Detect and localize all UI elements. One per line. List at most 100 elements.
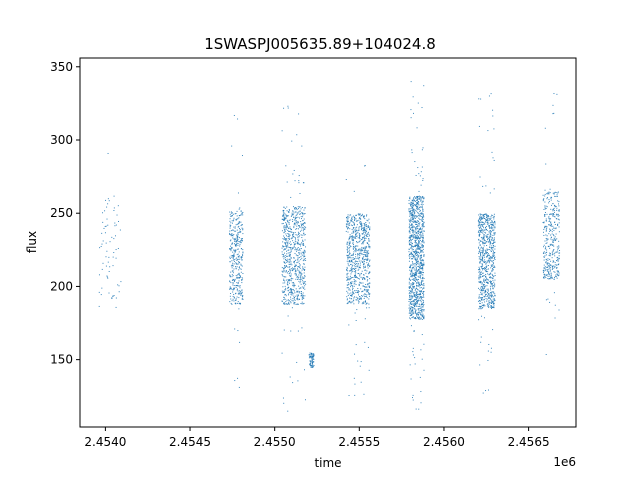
- data-point: [419, 271, 421, 273]
- data-point: [555, 276, 557, 278]
- data-point: [490, 93, 492, 95]
- data-point: [549, 252, 551, 254]
- data-point: [487, 271, 489, 273]
- data-point: [411, 288, 413, 290]
- data-point: [349, 301, 351, 303]
- data-point: [348, 243, 350, 245]
- data-point: [548, 218, 550, 220]
- data-point: [478, 242, 480, 244]
- data-point: [556, 195, 558, 197]
- data-point: [415, 215, 417, 217]
- data-point: [113, 252, 115, 254]
- data-point: [106, 275, 108, 277]
- data-point: [558, 219, 560, 221]
- data-point: [410, 264, 411, 266]
- data-point: [418, 173, 420, 175]
- data-point: [422, 203, 424, 205]
- data-point: [287, 294, 289, 296]
- data-point: [296, 243, 298, 245]
- data-point: [292, 234, 294, 236]
- data-point: [236, 223, 238, 225]
- data-point: [355, 256, 357, 258]
- data-point: [414, 308, 416, 310]
- data-point: [368, 226, 370, 228]
- data-point: [410, 203, 412, 205]
- data-point: [409, 257, 411, 259]
- data-point: [416, 262, 418, 264]
- data-point: [284, 242, 286, 244]
- data-point: [483, 236, 485, 238]
- data-point: [295, 275, 297, 277]
- data-point: [484, 305, 486, 307]
- data-point: [364, 215, 366, 217]
- data-point: [417, 255, 419, 257]
- data-point: [415, 206, 417, 208]
- data-point: [489, 227, 491, 229]
- data-point: [231, 212, 233, 214]
- data-point: [360, 276, 362, 278]
- data-point: [310, 365, 312, 367]
- data-point: [355, 231, 357, 233]
- data-point: [348, 244, 350, 246]
- data-point: [420, 262, 422, 264]
- data-point: [488, 219, 490, 221]
- data-point: [299, 272, 301, 273]
- data-point: [410, 274, 412, 276]
- data-point: [347, 247, 349, 249]
- data-point: [421, 267, 423, 269]
- data-point: [293, 303, 295, 305]
- data-point: [479, 364, 481, 366]
- data-point: [302, 294, 304, 296]
- data-point: [422, 210, 424, 212]
- data-point: [418, 234, 420, 236]
- data-point: [291, 247, 293, 249]
- data-point: [417, 297, 419, 299]
- data-point: [412, 211, 414, 213]
- data-point: [301, 242, 303, 244]
- data-point: [485, 270, 487, 272]
- data-point: [483, 222, 485, 224]
- data-point: [419, 290, 421, 292]
- data-point: [409, 203, 411, 205]
- data-point: [491, 255, 493, 257]
- data-point: [416, 226, 418, 228]
- data-point: [236, 234, 237, 236]
- data-point: [493, 302, 495, 304]
- data-point: [409, 306, 411, 308]
- data-point: [481, 285, 483, 287]
- data-point: [545, 220, 547, 222]
- data-point: [237, 276, 239, 278]
- data-point: [302, 303, 304, 305]
- data-point: [415, 246, 417, 248]
- data-point: [478, 222, 480, 224]
- data-point: [555, 192, 557, 194]
- data-point: [229, 256, 231, 258]
- data-point: [414, 263, 416, 265]
- data-point: [233, 287, 235, 289]
- data-point: [231, 254, 233, 256]
- data-point: [416, 270, 418, 272]
- data-point: [369, 259, 371, 261]
- data-point: [410, 214, 412, 216]
- data-point: [354, 290, 356, 292]
- data-point: [410, 242, 412, 244]
- data-point: [483, 299, 485, 301]
- data-point: [419, 293, 421, 295]
- data-point: [311, 366, 313, 368]
- data-point: [231, 234, 233, 236]
- data-point: [485, 281, 487, 283]
- data-point: [102, 240, 104, 242]
- data-point: [483, 278, 485, 280]
- data-point: [491, 301, 493, 303]
- data-point: [417, 238, 419, 240]
- data-point: [411, 289, 413, 291]
- data-point: [352, 270, 354, 272]
- data-point: [479, 262, 481, 264]
- data-point: [422, 245, 424, 247]
- data-point: [232, 262, 234, 264]
- data-point: [290, 228, 292, 230]
- data-point: [302, 214, 304, 216]
- data-point: [488, 273, 490, 275]
- data-point: [240, 214, 242, 216]
- data-point: [351, 295, 353, 297]
